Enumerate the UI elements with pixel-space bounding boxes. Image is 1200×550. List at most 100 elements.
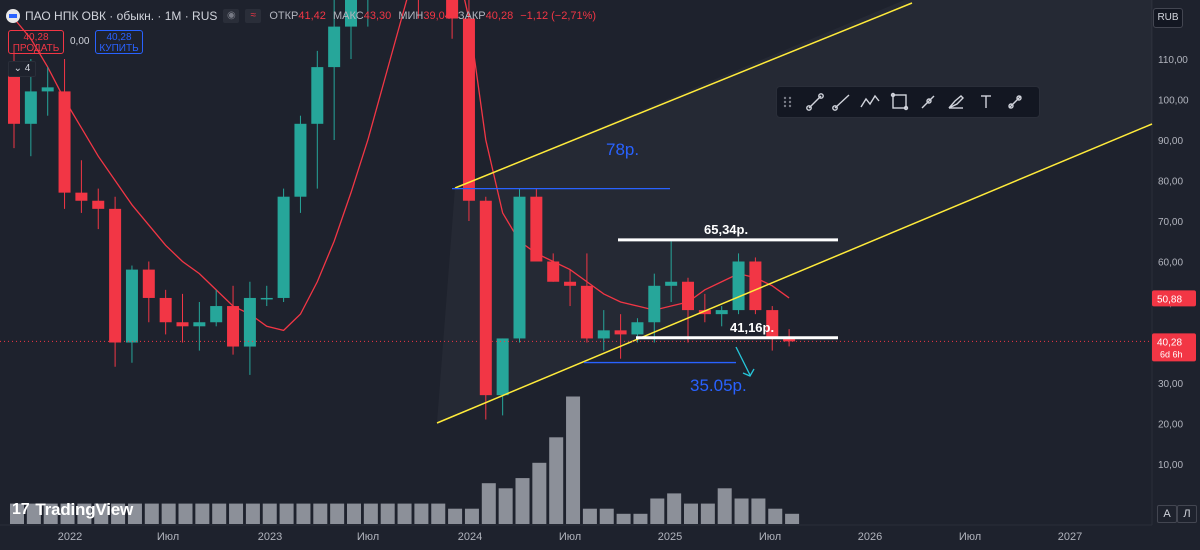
channel-upper-line[interactable] xyxy=(454,2,913,189)
trend-line-icon[interactable] xyxy=(806,93,824,111)
channel-lower-line[interactable] xyxy=(436,123,1153,424)
arrow-line[interactable] xyxy=(735,346,751,376)
brush-icon[interactable] xyxy=(921,95,935,109)
candle-body[interactable] xyxy=(92,200,105,209)
highlighter-icon[interactable] xyxy=(948,95,964,109)
price-tick-label: 60,00 xyxy=(1158,258,1183,269)
volume-bar xyxy=(464,508,479,524)
volume-bar xyxy=(77,503,92,524)
candle-body[interactable] xyxy=(24,91,37,124)
candle-body[interactable] xyxy=(682,281,694,311)
candle-body[interactable] xyxy=(749,261,762,311)
bar-countdown-label: 6d 6h xyxy=(1160,349,1183,359)
candle-body[interactable] xyxy=(665,281,678,286)
candle-body[interactable] xyxy=(513,196,526,339)
volume-bar xyxy=(60,503,75,524)
volume-bar xyxy=(363,503,378,524)
buy-price: 40,28 xyxy=(106,32,132,43)
volume-bar xyxy=(43,503,58,524)
volume-bar xyxy=(111,503,126,524)
open-label: ОТКР xyxy=(269,10,299,22)
candle-body[interactable] xyxy=(462,18,475,201)
candle-body[interactable] xyxy=(294,123,307,197)
time-tick-label: Июл xyxy=(959,531,981,543)
indicators-toggle[interactable]: ⌄ 4 xyxy=(8,61,36,77)
last-price-tag xyxy=(1152,333,1196,362)
candle-body[interactable] xyxy=(732,261,745,311)
candle-body[interactable] xyxy=(547,261,560,282)
time-tick-label: Июл xyxy=(157,531,179,543)
candle-body[interactable] xyxy=(41,87,54,92)
candle-body[interactable] xyxy=(345,0,357,27)
candle-body[interactable] xyxy=(142,269,155,298)
candle-body[interactable] xyxy=(530,196,543,262)
candle-body[interactable] xyxy=(766,310,779,339)
drag-handle-icon[interactable] xyxy=(783,96,792,108)
volume-bar xyxy=(279,503,294,524)
symbol-title[interactable]: ПАО НПК ОВК · обыкн. · 1М · RUS xyxy=(25,9,218,23)
candle-body[interactable] xyxy=(58,91,71,193)
spread-value: 0,00 xyxy=(70,36,90,47)
candle-body[interactable] xyxy=(698,310,711,315)
ray-icon[interactable] xyxy=(832,94,850,111)
annotation-label[interactable]: 35.05р. xyxy=(690,376,747,395)
candle-body[interactable] xyxy=(496,338,509,396)
candle-body[interactable] xyxy=(243,297,256,347)
candle-body[interactable] xyxy=(227,306,240,347)
candle-body[interactable] xyxy=(109,208,122,343)
candle-body[interactable] xyxy=(648,285,661,323)
volume-bar xyxy=(347,503,361,524)
volume-bar xyxy=(26,503,41,524)
candle-body[interactable] xyxy=(479,200,492,396)
candle-body[interactable] xyxy=(328,26,341,68)
candle-body[interactable] xyxy=(597,330,610,339)
time-tick-label: 2026 xyxy=(858,531,882,543)
candle-body[interactable] xyxy=(564,281,577,286)
currency-button[interactable]: RUB xyxy=(1153,8,1183,28)
path-icon[interactable] xyxy=(860,94,880,108)
candle-body[interactable] xyxy=(159,297,172,323)
candle-body[interactable] xyxy=(125,269,138,343)
candle-body[interactable] xyxy=(631,322,644,335)
candle-body[interactable] xyxy=(8,75,20,124)
candle-body[interactable] xyxy=(193,322,206,327)
volume-bar xyxy=(684,503,698,524)
candle-body[interactable] xyxy=(311,67,324,124)
candle-body[interactable] xyxy=(446,0,459,19)
tradingview-logo[interactable]: 17 TradingView xyxy=(12,500,133,520)
time-tick-label: Июл xyxy=(357,531,379,543)
approx-icon[interactable]: ≈ xyxy=(245,9,262,23)
eye-icon[interactable]: ◉ xyxy=(223,9,240,23)
volume-bar xyxy=(161,503,176,524)
annotation-label[interactable]: 78р. xyxy=(606,140,639,159)
candle-body[interactable] xyxy=(176,322,189,327)
candle-body[interactable] xyxy=(614,330,627,335)
low-value: 39,04 xyxy=(423,10,451,22)
log-scale-button[interactable]: Л xyxy=(1177,505,1197,523)
ma-price-tag xyxy=(1152,290,1196,307)
measure-icon[interactable] xyxy=(1008,95,1022,109)
ovk-logo-icon xyxy=(6,9,20,23)
price-tick-label: 100,00 xyxy=(1158,96,1189,107)
candle-body[interactable] xyxy=(277,196,290,298)
candle-body[interactable] xyxy=(580,285,593,339)
sell-button[interactable]: 40,28 ПРОДАТЬ xyxy=(8,30,64,54)
buy-button[interactable]: 40,28 КУПИТЬ xyxy=(95,30,143,54)
candle-body[interactable] xyxy=(260,297,273,300)
price-tick-label: 30,00 xyxy=(1158,379,1183,390)
volume-bar xyxy=(717,488,732,524)
low-label: МИН xyxy=(398,10,424,22)
candle-body[interactable] xyxy=(75,192,88,201)
volume-bar xyxy=(481,483,496,524)
volume-bar xyxy=(127,503,142,524)
rectangle-icon[interactable] xyxy=(890,92,909,111)
candle-body[interactable] xyxy=(210,306,223,323)
text-icon[interactable] xyxy=(981,95,991,108)
auto-scale-button[interactable]: A xyxy=(1157,505,1177,523)
volume-bar xyxy=(94,503,109,524)
volume-bar xyxy=(498,488,513,524)
annotation-label[interactable]: 41,16р. xyxy=(730,320,774,335)
candle-body[interactable] xyxy=(715,310,728,315)
annotation-label[interactable]: 65,34р. xyxy=(704,222,748,237)
